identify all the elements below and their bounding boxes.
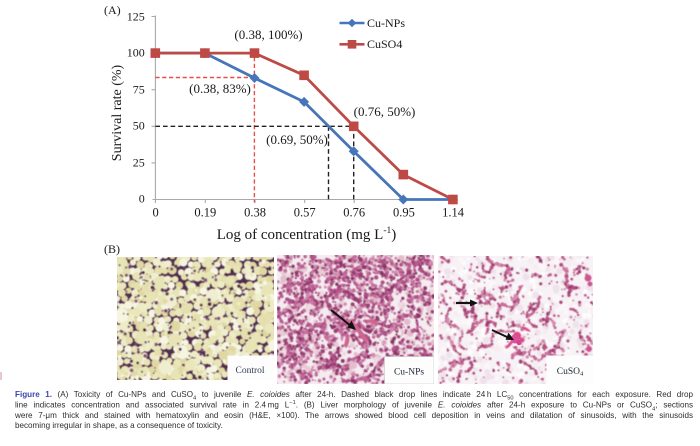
svg-text:Cu-NPs: Cu-NPs <box>394 368 424 378</box>
svg-text:Control: Control <box>235 366 264 376</box>
svg-text:CuSO4: CuSO4 <box>557 367 584 378</box>
